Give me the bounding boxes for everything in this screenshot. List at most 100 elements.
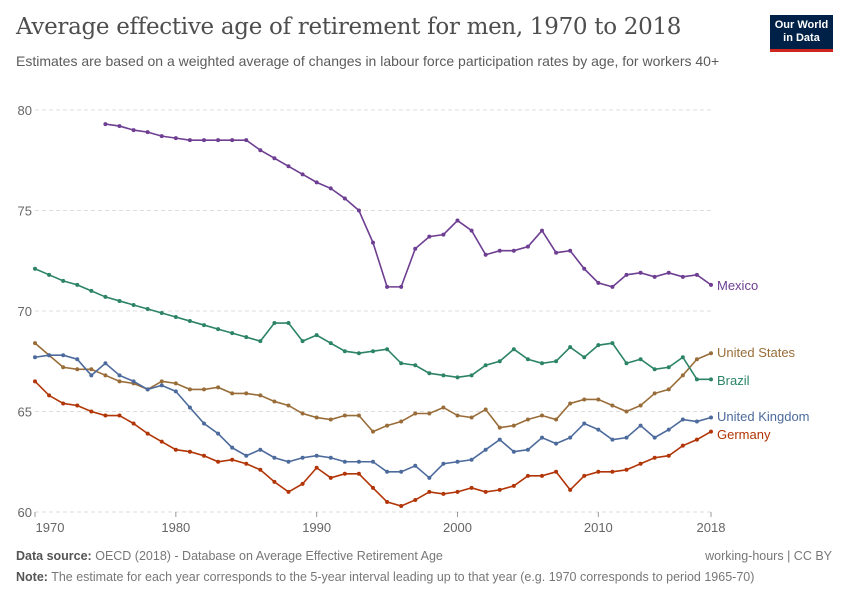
data-point	[497, 359, 502, 364]
data-point	[145, 130, 150, 135]
data-point	[427, 489, 432, 494]
data-point	[413, 463, 418, 468]
data-point	[540, 228, 544, 233]
data-point	[554, 359, 559, 364]
data-point	[469, 457, 474, 462]
data-point	[47, 393, 52, 398]
chart-title: Average effective age of retirement for …	[16, 14, 682, 40]
data-point	[371, 349, 375, 354]
data-point	[202, 387, 206, 392]
data-point	[525, 417, 530, 422]
data-point	[540, 473, 544, 478]
data-point	[610, 469, 615, 474]
data-point	[680, 274, 685, 279]
data-point	[187, 405, 192, 410]
data-point	[131, 302, 136, 307]
x-tick-label: 2000	[443, 520, 472, 535]
data-point	[187, 449, 192, 454]
data-point	[89, 288, 94, 293]
data-point	[286, 321, 291, 326]
data-point	[371, 240, 375, 245]
data-point	[33, 355, 37, 360]
data-point	[75, 403, 80, 408]
license[interactable]: working-hours | CC BY	[705, 549, 832, 563]
data-point	[356, 459, 361, 464]
data-point	[568, 248, 573, 253]
data-point	[89, 367, 94, 372]
data-point	[483, 489, 488, 494]
series-line-united-kingdom	[34, 354, 712, 479]
data-point	[694, 357, 699, 362]
data-point	[187, 138, 192, 143]
data-point	[427, 234, 432, 239]
series-label: United Kingdom	[717, 409, 810, 424]
data-point	[511, 423, 516, 428]
data-point	[244, 138, 249, 143]
data-point	[230, 445, 235, 450]
data-point	[666, 427, 671, 432]
data-point	[638, 270, 643, 275]
data-point	[103, 373, 108, 378]
data-point	[328, 417, 333, 422]
data-point	[314, 333, 319, 338]
data-point	[300, 411, 305, 416]
data-point	[173, 136, 178, 141]
data-point	[497, 425, 502, 430]
data-point	[511, 483, 516, 488]
data-point	[117, 124, 122, 129]
data-point	[230, 138, 235, 143]
series-label: Germany	[717, 427, 771, 442]
data-point	[202, 323, 206, 328]
owid-logo[interactable]: Our World in Data	[770, 15, 833, 52]
data-point	[709, 282, 713, 287]
data-point	[61, 365, 66, 370]
data-point	[399, 361, 404, 366]
data-point	[216, 327, 221, 332]
y-tick-label: 70	[18, 304, 32, 319]
data-point	[286, 403, 291, 408]
data-point	[652, 455, 657, 460]
y-tick-label: 60	[18, 505, 32, 520]
data-point	[300, 455, 305, 460]
data-point	[244, 453, 249, 458]
data-point	[610, 341, 615, 346]
data-point	[582, 397, 587, 402]
data-point	[554, 441, 559, 446]
data-point	[413, 497, 418, 502]
data-point	[624, 435, 629, 440]
data-point	[427, 411, 432, 416]
data-point	[89, 373, 94, 378]
note-label: Note:	[16, 570, 48, 584]
data-point	[230, 391, 235, 396]
series-line-mexico	[105, 123, 712, 288]
source-text[interactable]: OECD (2018) - Database on Average Effect…	[95, 549, 443, 563]
data-point	[694, 272, 699, 277]
note-text: The estimate for each year corresponds t…	[51, 570, 755, 584]
data-point	[483, 407, 488, 412]
data-point	[356, 413, 361, 418]
data-point	[159, 379, 164, 384]
data-point	[568, 487, 573, 492]
data-point	[497, 248, 502, 253]
data-point	[596, 469, 601, 474]
data-point	[258, 339, 263, 344]
data-point	[399, 469, 404, 474]
data-point	[385, 347, 390, 352]
data-point	[61, 278, 66, 283]
data-point	[469, 485, 474, 490]
data-point	[300, 481, 305, 486]
data-point	[385, 469, 390, 474]
data-point	[483, 447, 488, 452]
data-point	[638, 423, 643, 428]
data-point	[568, 401, 573, 406]
data-point	[511, 248, 516, 253]
x-tick-label: 1990	[302, 520, 331, 535]
data-point	[328, 341, 333, 346]
data-point	[89, 409, 94, 414]
data-point	[441, 232, 446, 237]
y-tick-label: 65	[18, 405, 32, 420]
data-point	[525, 357, 530, 362]
data-point	[441, 373, 446, 378]
data-point	[709, 429, 713, 434]
